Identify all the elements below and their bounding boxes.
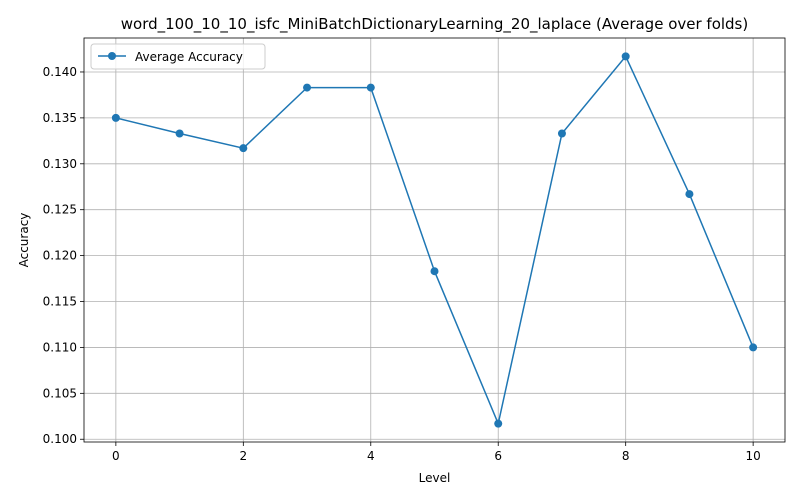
data-point: [239, 144, 248, 153]
data-point: [303, 83, 312, 92]
axis-ticks: 0 2 4 6 8 10 0.100 0.105 0.110 0.115 0.120 0.125 0.1…: [43, 65, 761, 463]
data-point: [621, 52, 630, 61]
x-tick-label: 0: [112, 449, 120, 463]
y-axis-label: Accuracy: [17, 213, 31, 268]
y-tick-label: 0.125: [43, 203, 77, 217]
y-tick-label: 0.130: [43, 157, 77, 171]
axes-frame: [83, 37, 786, 443]
data-series: [111, 52, 758, 428]
legend-label: Average Accuracy: [135, 50, 243, 64]
data-point: [749, 343, 758, 352]
data-point: [366, 83, 375, 92]
x-tick-label: 10: [745, 449, 760, 463]
chart-title: word_100_10_10_isfc_MiniBatchDictionaryL…: [121, 15, 748, 34]
y-tick-label: 0.110: [43, 340, 77, 354]
x-tick-label: 4: [367, 449, 375, 463]
x-axis-label: Level: [419, 471, 451, 485]
y-tick-label: 0.100: [43, 432, 77, 446]
grid-lines: [84, 38, 785, 442]
y-tick-label: 0.140: [43, 65, 77, 79]
y-tick-label: 0.105: [43, 386, 77, 400]
y-tick-label: 0.115: [43, 295, 77, 309]
x-tick-label: 6: [494, 449, 502, 463]
data-point: [175, 129, 184, 138]
legend-box: [90, 43, 266, 70]
legend-marker: [108, 52, 116, 60]
x-tick-label: 8: [622, 449, 630, 463]
x-tick-label: 2: [239, 449, 247, 463]
data-point: [685, 190, 694, 199]
data-point: [430, 267, 439, 276]
data-point: [111, 113, 120, 122]
data-point: [494, 419, 503, 428]
y-tick-label: 0.135: [43, 111, 77, 125]
y-tick-label: 0.120: [43, 249, 77, 263]
legend: Average Accuracy: [90, 43, 266, 70]
data-point: [557, 129, 566, 138]
